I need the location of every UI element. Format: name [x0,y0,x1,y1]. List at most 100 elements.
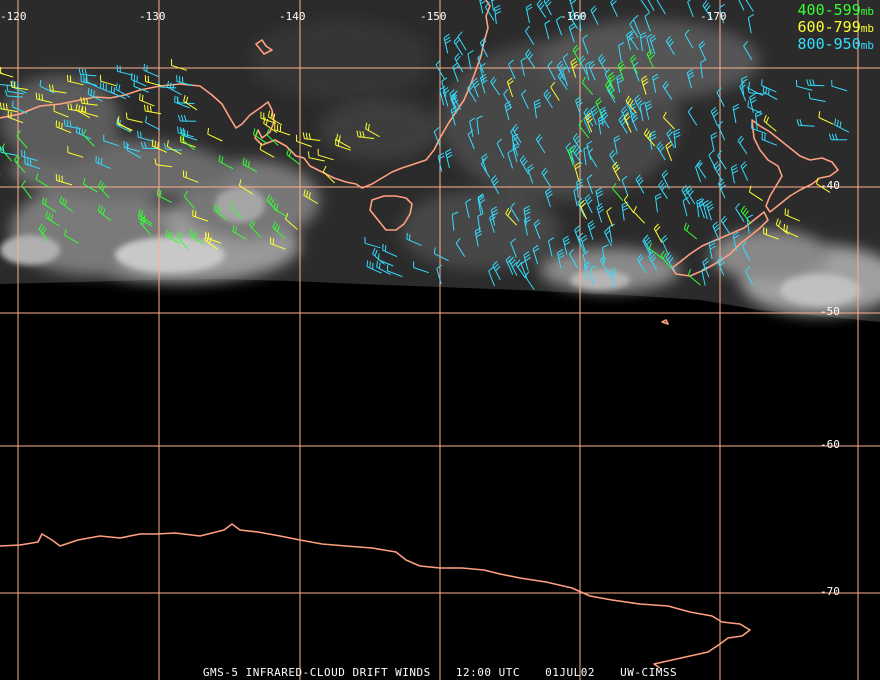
wind-barb [218,155,234,170]
wind-barb [630,111,639,131]
wind-barb [535,134,546,154]
longitude-label-140: -140 [279,10,306,23]
wind-barb [166,140,182,155]
wind-barb [10,80,28,91]
latitude-label-70: -70 [820,585,840,598]
wind-barb [433,247,449,262]
wind-barb [477,193,486,213]
wind-barb [506,77,514,98]
wind-barb [751,122,767,135]
wind-barb [590,265,597,285]
wind-barb [442,86,450,107]
wind-barb [454,53,464,73]
wind-barb [783,223,799,238]
wind-barb [491,0,495,11]
wind-barb [702,0,713,19]
wind-barb [656,141,666,161]
wind-barb [629,54,638,74]
legend-item-400-599: 400-599mb [798,2,874,20]
wind-barb [252,128,268,144]
wind-barb [55,120,72,134]
wind-barb [702,199,710,220]
image-caption: GMS-5 INFRARED-CLOUD DRIFT WINDS 12:00 U… [0,667,880,679]
wind-barb [636,254,647,274]
wind-barb [629,19,639,39]
wind-barb [449,89,458,109]
wind-barb [75,103,91,119]
wind-barb [322,165,335,184]
wind-barb [684,29,694,49]
wind-barb [737,135,748,155]
latitude-label-50: -50 [820,305,840,318]
wind-barb [732,231,740,252]
wind-barb [570,57,579,78]
wind-barb [687,106,698,126]
wind-barb [510,202,520,222]
wind-barb [572,44,582,64]
wind-barb [665,252,676,272]
wind-barb [137,130,154,142]
wind-barb [439,85,446,106]
wind-barb [590,5,599,25]
wind-barb [708,150,717,170]
wind-barb [641,75,649,95]
wind-barb [660,250,672,269]
wind-barb [87,87,103,102]
wind-barb [687,0,694,18]
island-coast-2 [661,319,669,325]
wind-barb [182,170,199,183]
legend-unit: mb [860,39,874,52]
wind-barb [605,79,616,99]
wind-barb [568,22,576,43]
wind-barb [474,227,483,247]
wind-barb [646,49,655,69]
wind-barb [48,84,67,94]
wind-barb [151,139,168,153]
wind-barb [640,0,650,13]
wind-barb [580,234,588,255]
wind-barb [103,134,120,147]
wind-barb [583,145,590,165]
wind-barb [658,179,668,199]
wind-barb [455,237,466,257]
wind-barb [520,259,528,280]
wind-barb [143,104,162,115]
wind-barb [267,110,283,126]
wind-barb [735,202,745,222]
wind-barb [207,127,223,142]
wind-barb [479,0,487,14]
wind-barb [116,64,134,76]
wind-barb [661,169,670,190]
wind-barb [740,75,748,96]
wind-barb [685,185,696,205]
longitude-label-170: -170 [700,10,727,23]
wind-barb [612,161,621,182]
wind-barb [453,36,464,56]
longitude-label-120: -120 [0,10,27,23]
wind-barb [521,89,529,109]
wind-barb [204,233,218,250]
wind-barb [639,101,646,122]
legend-range: 400-599 [797,1,861,19]
longitude-label-160: -160 [560,10,587,23]
wind-barbs-400-599mb [0,44,752,286]
wind-barb [796,119,815,127]
wind-barb [749,93,757,113]
wind-barb [581,76,594,96]
wind-barb [510,238,517,258]
wind-barb [21,149,38,162]
bright-cloud-cells [0,187,860,306]
wind-barb [59,195,73,213]
wind-barb [665,35,675,56]
wind-barb [490,175,500,195]
wind-barb [365,122,380,138]
wind-barb [480,73,488,94]
wind-barb [536,0,547,18]
wind-barb [372,247,385,265]
wind-barb [467,129,475,150]
wind-barb [156,189,172,203]
wind-barb [643,128,656,147]
wind-barb [666,128,675,149]
wind-barb [465,198,472,219]
